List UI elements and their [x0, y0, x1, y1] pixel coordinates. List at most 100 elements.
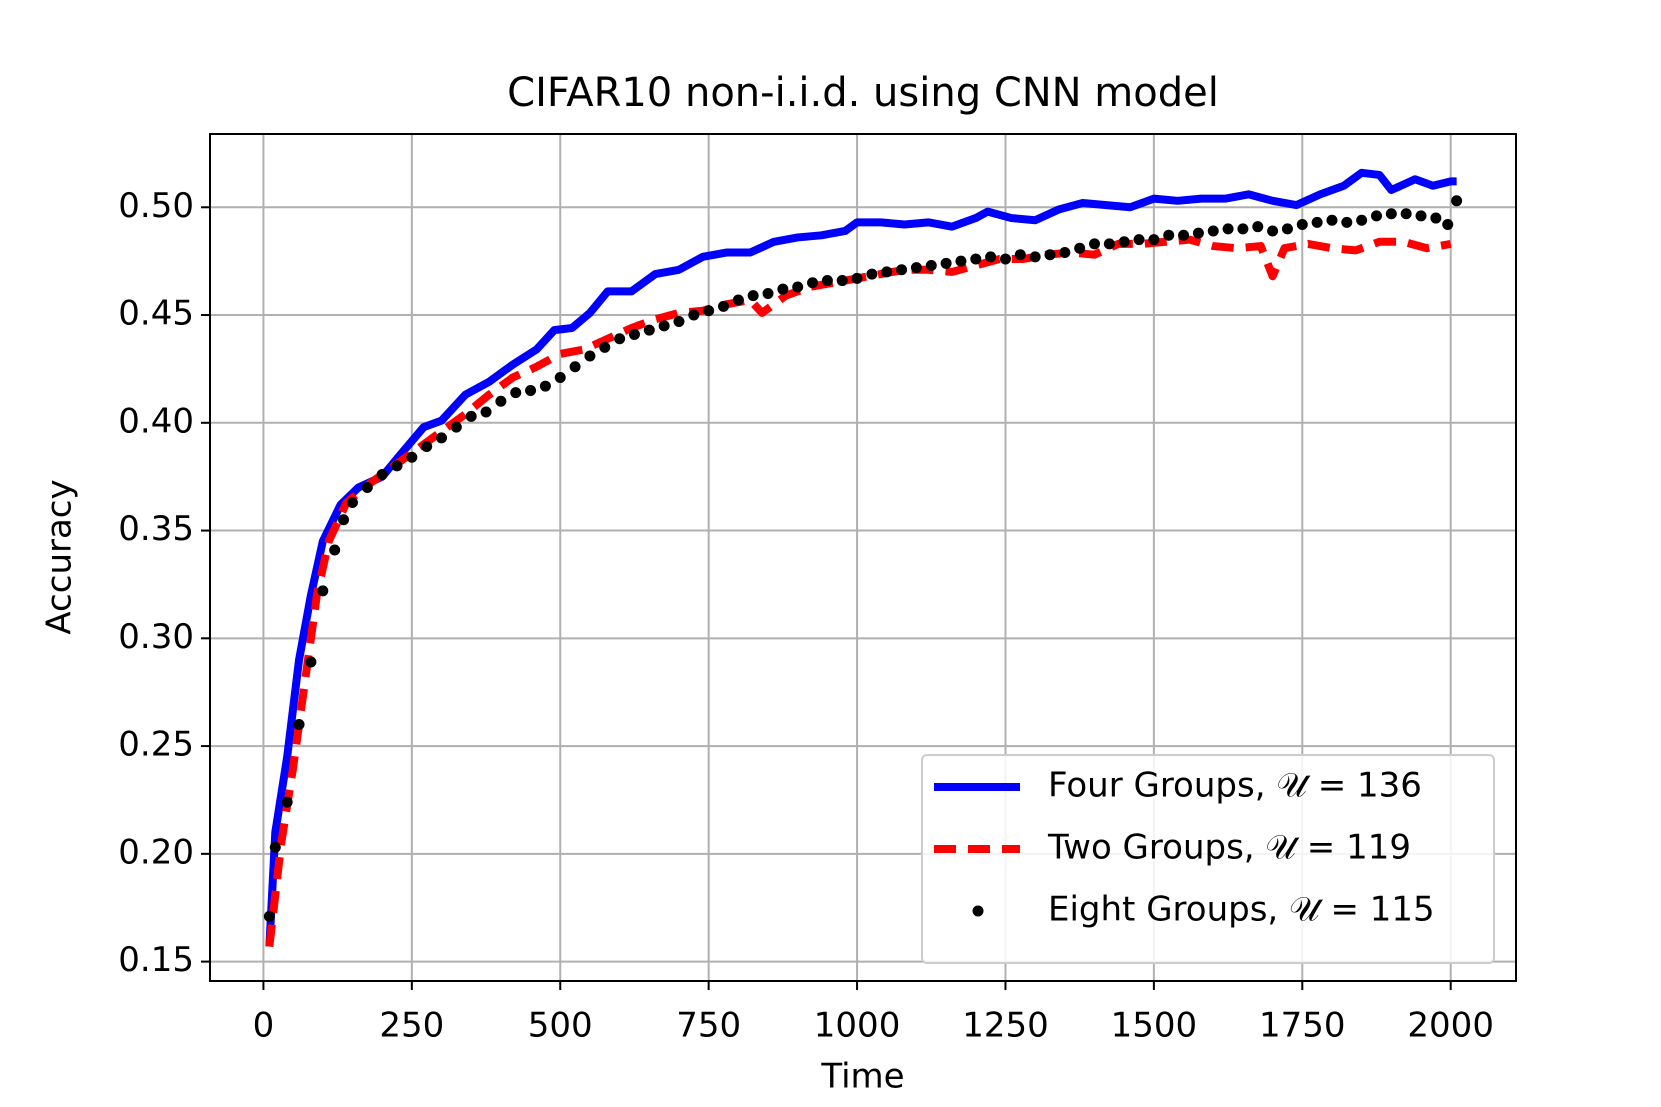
series-line	[265, 235, 1452, 947]
legend-label: Eight Groups, 𝒰 = 115	[1048, 890, 1435, 930]
x-tick-label: 500	[528, 1006, 593, 1046]
legend-marker	[972, 905, 984, 917]
data-point	[792, 281, 804, 293]
data-point	[480, 406, 492, 418]
data-point	[525, 384, 537, 396]
legend-box	[921, 754, 1495, 964]
data-point	[1252, 221, 1264, 233]
data-point	[732, 294, 744, 306]
data-point	[643, 324, 655, 336]
x-axis-label: Time	[820, 1057, 904, 1097]
data-point	[688, 309, 700, 321]
data-point	[281, 796, 293, 808]
data-point	[1326, 214, 1338, 226]
data-point	[1415, 210, 1427, 222]
data-point	[421, 441, 433, 453]
data-point	[305, 656, 317, 668]
data-point	[1029, 251, 1041, 263]
data-point	[599, 341, 611, 353]
plot-frame	[209, 133, 1517, 982]
data-point	[1267, 225, 1279, 237]
y-axis-label: Accuracy	[40, 479, 80, 634]
data-point	[317, 585, 329, 597]
data-point	[554, 372, 566, 384]
data-point	[391, 460, 403, 472]
data-point	[436, 432, 448, 444]
data-point	[777, 283, 789, 295]
data-point	[985, 251, 997, 263]
y-tick-label: 0.20	[118, 832, 194, 872]
legend-label: Four Groups, 𝒰 = 136	[1048, 766, 1422, 806]
data-point	[346, 497, 358, 509]
data-point	[495, 395, 507, 407]
y-tick-label: 0.45	[118, 294, 194, 334]
data-point	[263, 910, 275, 922]
data-point	[1400, 208, 1412, 220]
data-point	[406, 451, 418, 463]
data-point	[361, 481, 373, 493]
data-point	[584, 350, 596, 362]
data-point	[1118, 236, 1130, 248]
data-point	[1178, 229, 1190, 241]
x-tick-label: 2000	[1407, 1006, 1494, 1046]
data-point	[703, 305, 715, 317]
data-point	[851, 272, 863, 284]
data-point	[821, 275, 833, 287]
data-point	[1311, 216, 1323, 228]
data-point	[1133, 234, 1145, 246]
data-point	[747, 290, 759, 302]
data-point	[910, 262, 922, 274]
data-point	[569, 361, 581, 373]
data-point	[955, 255, 967, 267]
data-point	[450, 421, 462, 433]
data-point	[940, 257, 952, 269]
data-point	[881, 266, 893, 278]
x-tick-label: 0	[253, 1006, 275, 1046]
y-tick-label: 0.40	[118, 401, 194, 441]
data-point	[329, 544, 341, 556]
data-point	[539, 380, 551, 392]
data-point	[836, 275, 848, 287]
data-point	[1059, 247, 1071, 259]
series-line	[265, 168, 1457, 947]
data-point	[628, 328, 640, 340]
data-point	[1341, 216, 1353, 228]
y-tick-label: 0.25	[118, 725, 194, 765]
data-point	[762, 287, 774, 299]
data-point	[673, 316, 685, 328]
data-point	[1163, 229, 1175, 241]
data-point	[658, 320, 670, 332]
x-tick-label: 1250	[962, 1006, 1049, 1046]
data-point	[510, 387, 522, 399]
data-point	[1296, 219, 1308, 231]
legend-label: Two Groups, 𝒰 = 119	[1047, 828, 1411, 868]
data-point	[1385, 208, 1397, 220]
y-tick-label: 0.15	[118, 940, 194, 980]
data-point	[1192, 227, 1204, 239]
data-point	[896, 264, 908, 276]
data-point	[999, 253, 1011, 265]
data-point	[1148, 234, 1160, 246]
plot-area	[263, 168, 1463, 947]
data-point	[1281, 223, 1293, 235]
x-tick-label: 1000	[814, 1006, 901, 1046]
data-point	[338, 514, 350, 526]
data-point	[1370, 210, 1382, 222]
data-point	[1451, 195, 1463, 207]
data-point	[717, 300, 729, 312]
x-tick-label: 750	[676, 1006, 741, 1046]
data-point	[376, 469, 388, 481]
data-point	[1442, 219, 1454, 231]
data-point	[1430, 212, 1442, 224]
data-point	[614, 333, 626, 345]
data-point	[1356, 214, 1368, 226]
data-point	[1207, 225, 1219, 237]
data-point	[1222, 223, 1234, 235]
x-tick-label: 1750	[1259, 1006, 1346, 1046]
data-point	[1103, 238, 1115, 250]
data-point	[866, 268, 878, 280]
x-tick-label: 1500	[1111, 1006, 1198, 1046]
data-point	[1044, 249, 1056, 261]
data-point	[925, 259, 937, 271]
